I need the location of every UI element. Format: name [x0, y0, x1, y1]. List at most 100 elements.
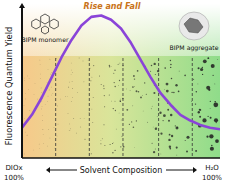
particle: [71, 81, 73, 83]
particle: [216, 122, 217, 123]
particle: [71, 88, 73, 90]
annotation: DIOx: [5, 164, 22, 172]
y-axis: [21, 6, 23, 158]
particle: [79, 118, 81, 120]
particle: [112, 152, 113, 153]
particle: [193, 79, 194, 80]
particle: [150, 71, 151, 72]
particle: [65, 96, 67, 98]
x-label: Solvent Composition: [80, 166, 163, 175]
particle: [155, 128, 157, 130]
particle: [57, 105, 59, 107]
particle: [210, 101, 211, 102]
particle: [215, 139, 219, 143]
particle: [156, 115, 158, 117]
particle: [175, 125, 176, 126]
particle: [121, 136, 122, 137]
particle: [60, 98, 62, 100]
particle: [104, 95, 105, 96]
particle: [153, 92, 155, 94]
particle: [83, 81, 85, 83]
particle: [48, 129, 50, 131]
particle: [202, 74, 203, 75]
root: Fluorescence Quantum Yield Solvent Compos…: [0, 0, 225, 189]
particle: [25, 93, 27, 95]
particle: [120, 146, 121, 147]
particle: [69, 130, 71, 132]
particle: [112, 143, 113, 144]
particle: [43, 143, 45, 145]
particle: [50, 73, 52, 75]
particle: [101, 84, 102, 85]
particle: [134, 147, 136, 149]
separator: [122, 58, 123, 158]
particle: [133, 126, 135, 128]
particle: [152, 143, 153, 144]
particle: [28, 78, 30, 80]
particle: [92, 122, 94, 124]
particle: [136, 120, 137, 121]
particle: [47, 101, 49, 103]
particle: [70, 128, 72, 130]
particle: [119, 80, 120, 81]
particle: [184, 75, 186, 77]
particle: [70, 62, 72, 64]
particle: [164, 89, 166, 91]
particle: [37, 98, 39, 100]
particle: [119, 100, 121, 102]
particle: [146, 94, 147, 95]
particle: [199, 116, 201, 118]
y-label: Fluorescence Quantum Yield: [4, 27, 14, 145]
particle: [90, 80, 91, 81]
particle: [40, 73, 42, 75]
ring: [42, 26, 49, 34]
particle: [119, 62, 121, 64]
particle: [123, 146, 125, 148]
particle: [49, 137, 51, 139]
arrow: [166, 170, 193, 171]
particle: [38, 143, 40, 145]
particle: [23, 105, 25, 107]
particle: [206, 136, 208, 138]
x-axis: [22, 157, 220, 159]
particle: [41, 108, 43, 110]
particle: [119, 98, 121, 100]
particle: [142, 95, 144, 97]
particle: [53, 126, 55, 128]
particle: [104, 145, 105, 146]
ring: [41, 14, 50, 24]
particle: [214, 101, 216, 103]
particle: [52, 92, 54, 94]
arrow-head: [46, 167, 50, 173]
particle: [25, 98, 27, 100]
particle: [198, 67, 200, 69]
particle: [100, 140, 102, 142]
particle: [186, 151, 188, 153]
particle: [120, 119, 122, 121]
particle: [170, 60, 171, 61]
particle: [131, 121, 132, 122]
aggregate-icon: [179, 12, 209, 40]
particle: [214, 83, 216, 85]
annotation: 100%: [4, 174, 24, 182]
particle: [171, 135, 173, 137]
particle: [80, 126, 82, 128]
particle: [164, 67, 166, 69]
particle: [114, 82, 115, 83]
particle: [39, 59, 41, 61]
particle: [68, 87, 70, 89]
particle: [26, 135, 28, 137]
particle: [166, 83, 169, 86]
particle: [163, 114, 166, 117]
particle: [129, 90, 131, 92]
particle: [56, 135, 58, 137]
particle: [47, 95, 49, 97]
particle: [118, 112, 120, 114]
particle: [39, 148, 41, 150]
particle: [24, 80, 26, 82]
particle: [25, 131, 27, 133]
particle: [42, 133, 44, 135]
particle: [178, 91, 180, 93]
particle: [153, 151, 155, 153]
monomer-icon: [32, 14, 59, 34]
